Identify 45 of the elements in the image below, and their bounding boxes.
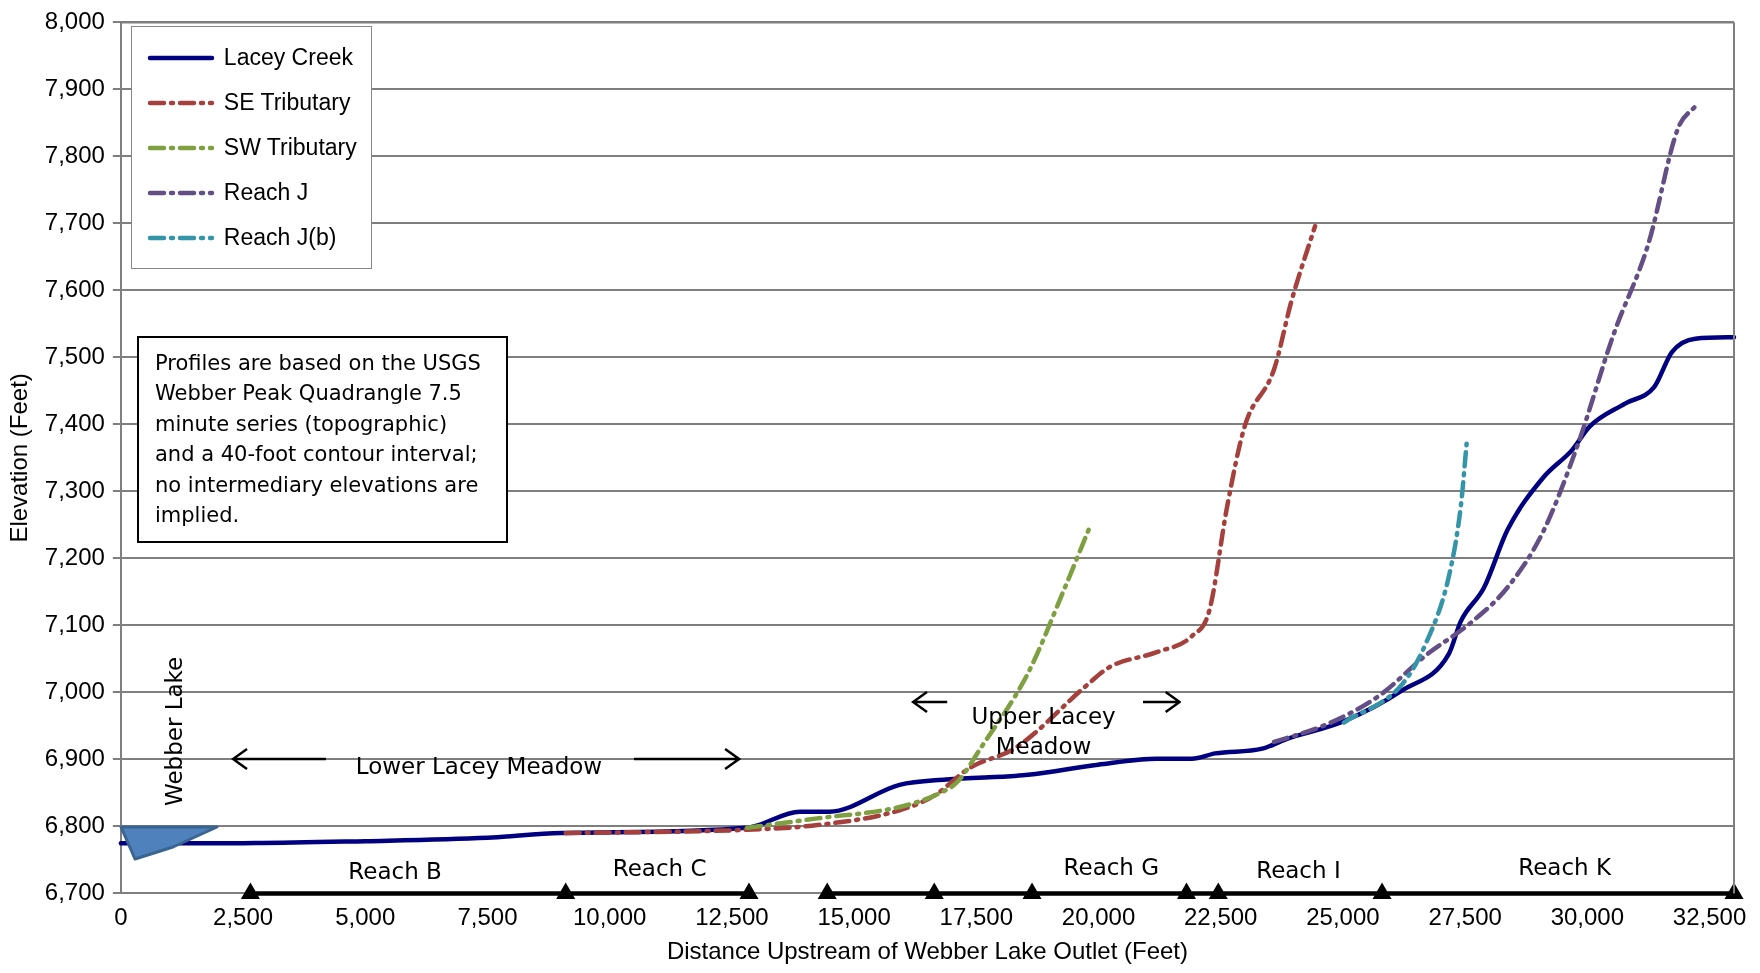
legend-label: Reach J [223,179,309,207]
x-tick-label: 22,500 [1184,903,1258,931]
legend-label: Lacey Creek [223,44,353,72]
x-tick-label: 0 [114,903,128,931]
x-tick-label: 30,000 [1550,903,1625,931]
y-tick-label: 7,900 [44,74,105,102]
y-tick-label: 6,700 [44,878,105,906]
y-tick-label: 7,400 [44,409,105,437]
annotation: Reach I [1256,855,1341,885]
y-tick-label: 7,700 [44,208,105,236]
x-tick-label: 27,500 [1428,903,1502,931]
x-tick-label: 25,000 [1306,903,1380,931]
line-series [1341,441,1469,725]
y-tick-label: 7,800 [44,141,105,169]
y-tick-label: 6,900 [44,744,105,772]
x-tick-label: 20,000 [1061,903,1136,931]
x-tick-label: 2,500 [213,903,274,931]
y-tick-label: 7,200 [44,543,105,571]
legend-label: SW Tributary [223,134,357,162]
x-tick-label: 15,000 [817,903,891,931]
y-tick-label: 7,000 [44,677,105,705]
annotation: Webber Lake [159,657,188,807]
y-tick-label: 7,500 [44,342,105,370]
x-tick-label: 32,500 [1672,903,1747,931]
y-tick-label: 6,800 [44,811,105,839]
annotation: Profiles are based on the USGS Webber Peak Quadrangle 7.5 minute series (topographic) and a 40-foot contour interval; no intermediary elevations are implied. [136,335,508,543]
legend-label: Reach J(b) [223,224,337,252]
annotation: Reach K [1518,853,1612,883]
y-tick-label: 7,300 [44,476,105,504]
annotation: Reach B [348,857,442,887]
x-tick-label: 7,500 [457,903,518,931]
x-tick-label: 10,000 [572,903,647,931]
x-tick-label: 12,500 [695,903,769,931]
annotation: Lower Lacey Meadow [355,752,603,782]
annotation: Reach C [612,854,707,884]
y-tick-label: 7,100 [44,610,105,638]
legend-label: SE Tributary [223,89,351,117]
annotation: Reach G [1063,853,1160,883]
x-tick-label: 17,500 [939,903,1014,931]
x-axis-title: Distance Upstream of Webber Lake Outlet (Feet) [666,937,1188,965]
line-series [1271,103,1698,745]
y-tick-label: 8,000 [44,7,105,35]
y-axis-title: Elevation (Feet) [5,373,33,543]
y-tick-label: 7,600 [44,275,105,303]
x-tick-label: 5,000 [335,903,396,931]
